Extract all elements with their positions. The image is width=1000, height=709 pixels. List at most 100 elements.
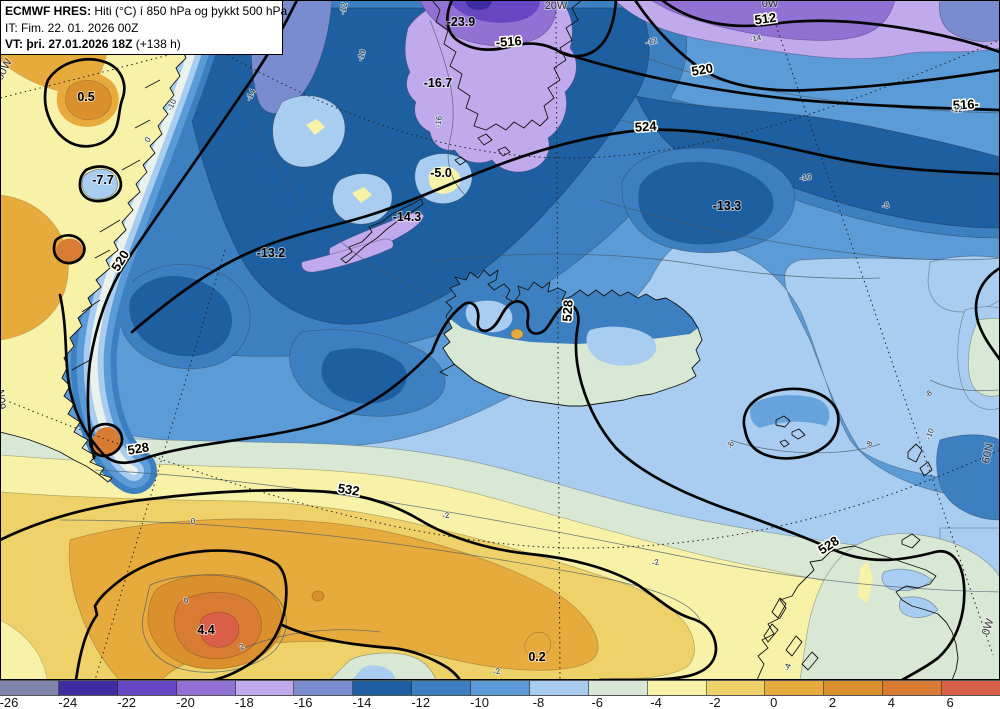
contour-520-west [86, 0, 299, 460]
colorbar-cell [588, 681, 648, 695]
temp-extreme-label: 0.5 [77, 90, 94, 104]
coast-scotland [756, 545, 959, 681]
sliver-mint-bottom [329, 652, 437, 681]
thin-contour-label: -12 [338, 1, 349, 15]
title-line-1: ECMWF HRES: Hiti (°C) í 850 hPa og þykkt… [5, 4, 288, 18]
graticule [0, 1, 1000, 681]
colorbar-cells [0, 680, 1000, 696]
ring-greenland-77 [78, 165, 123, 203]
thin-contour-label: 0 [183, 595, 191, 605]
temp-extreme-label: 0.2 [528, 650, 545, 664]
patch-paleyellow-2 [352, 187, 372, 203]
colorbar-cell [0, 681, 59, 695]
colorbar-cell [765, 681, 825, 695]
region-cold-blob-core [638, 161, 774, 245]
forecast-map: 512 -516 516- 520 520 524 528 528 528 532 -12 -10-… [0, 0, 1000, 682]
coast-shetland [907, 443, 933, 477]
loch-lightblue-1 [881, 568, 933, 592]
thickness-label: 520 [690, 60, 714, 79]
temp-extreme-label: -13.3 [713, 199, 742, 213]
region-darkblue-strait [129, 276, 232, 357]
thickness-label: 528 [126, 439, 150, 458]
colorbar-tick: -2 [709, 695, 721, 709]
colorbar-cell [942, 681, 1000, 695]
thickness-label: -516 [495, 33, 522, 50]
colorbar-tick: -22 [117, 695, 137, 709]
coast-hebrides [763, 597, 819, 671]
sliver-blue-bottom [352, 665, 396, 680]
colorbar-cell [58, 681, 118, 695]
coast-reykjanes [439, 363, 456, 377]
dot-orange-small [311, 590, 325, 602]
graticule-label: 60N [0, 389, 9, 410]
colorbar-cell [471, 681, 530, 695]
colorbar-cell [647, 681, 707, 695]
colorbar-tick: 0 [770, 695, 778, 709]
temp-extreme-label: -23.9 [447, 15, 476, 29]
patch-paleyellow-1 [306, 119, 325, 135]
faroe-interior-blue [750, 395, 830, 428]
region-darkblue-swiceland [321, 348, 407, 404]
ring-greenland-big [43, 58, 126, 148]
colorbar-cell [883, 681, 942, 695]
thin-contour-label: -6 [725, 440, 736, 450]
thin-contour-label: 2 [238, 642, 247, 652]
thin-contour-label: -10 [799, 172, 812, 183]
temp-extreme-label: -5.0 [430, 166, 452, 180]
contour-516-pool [445, 0, 618, 58]
contour-512 [660, 0, 1000, 54]
contour-524 [130, 128, 1000, 334]
contour-536-arch [74, 549, 288, 682]
colorbar-tick: -14 [352, 695, 372, 709]
ring-greenland-tip [88, 422, 124, 458]
colorbar-tick: -24 [58, 695, 78, 709]
patch-lightblue-1 [272, 95, 346, 168]
thin-contour-label: 0 [143, 135, 153, 144]
colorbar-tick: -8 [532, 695, 545, 709]
colorbar-cell [353, 681, 413, 695]
thin-contour-label: -12 [645, 36, 659, 48]
colorbar-tick: -4 [650, 695, 662, 709]
coast-iceland [442, 269, 703, 407]
graticule-label: 60N [980, 442, 996, 464]
colorbar-tick: 4 [887, 695, 895, 709]
temperature-colorbar: -26 -24 -22 -20 -18 -16 -14 -12 -10 -8 -6 -4 -2 0 2 4 6 [0, 680, 1000, 709]
colorbar-tick: -26 [0, 695, 19, 709]
meridian-20w [555, 11, 561, 681]
iceland-amber-dot [510, 328, 524, 340]
thin-contour-label: -4 [782, 662, 793, 672]
patch-amber-02 [524, 631, 552, 658]
colorbar-cell [412, 681, 471, 695]
colorbar-cell [529, 681, 589, 695]
title-box: ECMWF HRES: Hiti (°C) í 850 hPa og þykkt… [0, 0, 288, 55]
thickness-contours [0, 0, 1000, 682]
parallel-70n [149, 9, 1000, 159]
region-indigo-dot [466, 0, 492, 10]
region-medpurple-topright [649, 0, 896, 41]
greenland-blue-spot [81, 168, 118, 200]
thickness-label: 524 [634, 118, 657, 135]
graticule-label: 0W [762, 0, 779, 10]
meridian-0w [767, 1, 994, 656]
thin-contour-label: -8 [881, 200, 890, 210]
contour-528-long [58, 293, 966, 682]
thin-contour-label: -16 [433, 115, 444, 128]
colorbar-tick: -18 [234, 695, 254, 709]
thin-contour-label: -12 [951, 104, 964, 114]
temp-extreme-label: -13.2 [257, 246, 286, 260]
colorbar-tick: -6 [591, 695, 604, 709]
coastlines [0, 0, 959, 681]
contour-520-ne [633, 0, 1000, 92]
thickness-label: 532 [337, 480, 361, 498]
patch-medblue-shetland [936, 434, 1000, 521]
thin-contour-label: -10 [923, 427, 936, 442]
thin-contour-label: -2 [492, 666, 501, 676]
patch-paleyellow-3 [428, 166, 461, 194]
temp-extreme-label: -7.7 [92, 173, 114, 187]
coast-ne-greenland-islets [454, 133, 511, 166]
colorbar-cell [235, 681, 295, 695]
colorbar-tick: -10 [470, 695, 489, 709]
graticule-label: 20W [545, 0, 568, 12]
